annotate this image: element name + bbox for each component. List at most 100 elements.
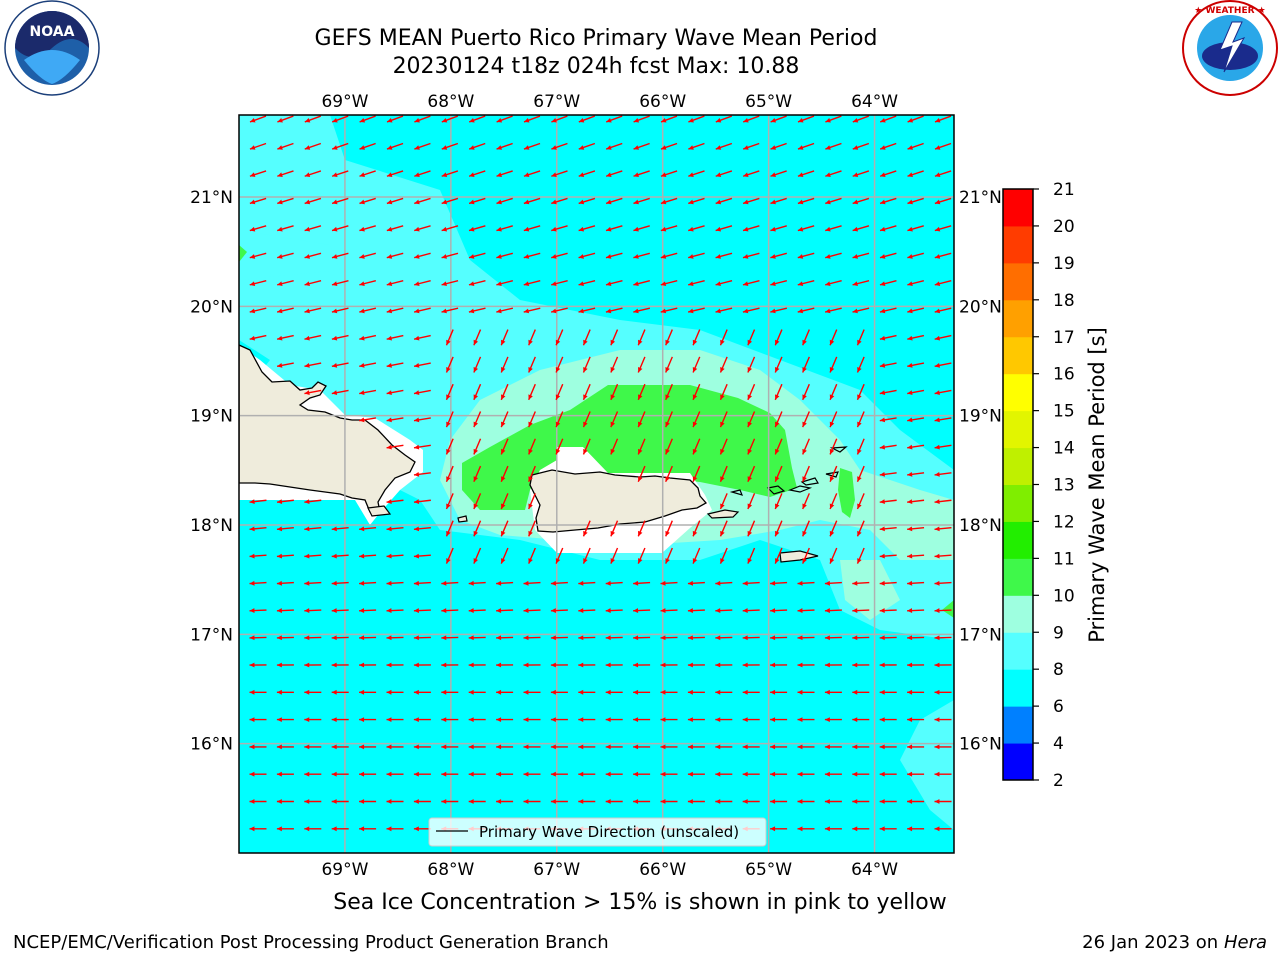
wave-direction-arrow — [578, 170, 596, 177]
wave-direction-arrow — [605, 115, 623, 123]
wave-direction-arrow — [276, 334, 294, 341]
wave-direction-arrow — [742, 717, 760, 722]
lat-tick-label: 16°N — [190, 735, 233, 755]
wave-direction-arrow — [633, 170, 650, 177]
wave-direction-arrow — [879, 170, 897, 177]
wave-direction-arrow — [770, 635, 788, 641]
wave-direction-arrow — [770, 142, 787, 150]
wave-direction-arrow — [550, 799, 568, 804]
wave-direction-arrow — [413, 799, 431, 804]
lat-tick-label: 20°N — [190, 297, 233, 317]
wave-direction-arrow — [605, 608, 623, 613]
wave-direction-arrow — [249, 799, 267, 804]
wave-direction-arrow — [637, 411, 646, 428]
wave-direction-arrow — [249, 307, 267, 314]
colorbar-tick-label: 8 — [1053, 660, 1064, 680]
wave-direction-arrow — [276, 744, 294, 750]
wave-direction-arrow — [907, 170, 924, 177]
wave-direction-arrow — [852, 252, 870, 259]
wave-direction-arrow — [879, 580, 897, 586]
wave-direction-arrow — [907, 115, 924, 123]
wave-direction-arrow — [359, 115, 376, 123]
wave-direction-arrow — [582, 438, 591, 455]
wave-direction-arrow — [934, 771, 952, 777]
wave-direction-arrow — [879, 280, 897, 286]
wave-direction-arrow — [633, 771, 651, 777]
wave-direction-arrow — [742, 225, 760, 232]
wave-direction-arrow — [719, 465, 728, 482]
wave-direction-arrow — [445, 547, 454, 564]
wave-direction-arrow — [665, 411, 673, 428]
wave-direction-arrow — [582, 383, 591, 401]
wave-direction-arrow — [468, 307, 486, 314]
wave-direction-arrow — [742, 608, 760, 613]
wave-direction-arrow — [386, 799, 404, 804]
lon-tick-label: 69°W — [321, 860, 368, 880]
wave-direction-arrow — [824, 635, 842, 641]
wave-direction-arrow — [934, 580, 952, 586]
wave-direction-arrow — [852, 717, 870, 722]
wave-direction-arrow — [523, 252, 541, 259]
wave-direction-arrow — [715, 608, 733, 613]
wave-direction-arrow — [852, 307, 870, 314]
wave-direction-arrow — [523, 280, 541, 286]
wave-direction-arrow — [359, 744, 377, 750]
wave-direction-arrow — [578, 115, 596, 123]
wave-direction-arrow — [687, 771, 705, 777]
wave-direction-arrow — [468, 142, 486, 150]
lon-tick-label: 66°W — [639, 860, 686, 880]
wave-direction-arrow — [414, 252, 431, 259]
wave-direction-arrow — [719, 493, 728, 510]
wave-direction-arrow — [386, 307, 404, 314]
wave-direction-arrow — [441, 252, 459, 259]
wave-direction-arrow — [687, 662, 705, 668]
wave-direction-arrow — [414, 142, 431, 150]
wave-direction-arrow — [473, 438, 482, 455]
wave-direction-arrow — [907, 553, 925, 559]
wave-direction-arrow — [879, 444, 897, 450]
colorbar-segment — [1003, 632, 1033, 670]
wave-direction-arrow — [441, 115, 459, 123]
wave-direction-arrow — [797, 826, 815, 832]
land-mona-island — [457, 515, 468, 523]
wave-direction-arrow — [824, 799, 842, 804]
wave-direction-arrow — [277, 170, 294, 177]
wave-direction-arrow — [413, 307, 431, 314]
wave-direction-arrow — [414, 170, 431, 177]
wave-direction-arrow — [359, 771, 377, 777]
wave-direction-arrow — [637, 356, 646, 373]
wave-direction-arrow — [386, 526, 404, 532]
wave-direction-arrow — [747, 547, 756, 564]
wave-direction-arrow — [687, 635, 705, 641]
wave-direction-arrow — [637, 329, 646, 346]
wave-direction-arrow — [386, 197, 404, 205]
wave-direction-arrow — [386, 115, 404, 123]
wave-direction-arrow — [249, 499, 267, 504]
wave-direction-arrow — [578, 197, 596, 205]
wave-direction-arrow — [797, 717, 815, 722]
lat-tick-label: 18°N — [190, 516, 233, 536]
wave-direction-arrow — [660, 662, 678, 668]
wave-direction-arrow — [445, 438, 454, 455]
wave-direction-arrow — [742, 142, 760, 150]
nws-logo: ★ WEATHER ★ — [1182, 0, 1278, 96]
wave-direction-arrow — [496, 771, 514, 777]
wave-direction-arrow — [934, 744, 952, 750]
lon-tick-label: 67°W — [533, 860, 580, 880]
wave-direction-arrow — [523, 142, 541, 150]
wave-direction-arrow — [359, 662, 377, 668]
wave-direction-arrow — [304, 389, 322, 395]
wave-direction-arrow — [747, 438, 756, 455]
wave-direction-arrow — [879, 225, 897, 232]
wave-direction-arrow — [770, 252, 787, 259]
wave-direction-arrow — [879, 826, 897, 832]
wave-direction-arrow — [304, 307, 322, 314]
wave-direction-arrow — [797, 744, 815, 750]
wave-direction-arrow — [331, 580, 349, 586]
wave-direction-arrow — [413, 717, 431, 722]
wave-direction-arrow — [824, 744, 842, 750]
wave-direction-arrow — [304, 170, 322, 177]
wave-direction-arrow — [468, 580, 486, 586]
wave-direction-arrow — [879, 526, 897, 532]
wave-direction-arrow — [413, 744, 431, 750]
